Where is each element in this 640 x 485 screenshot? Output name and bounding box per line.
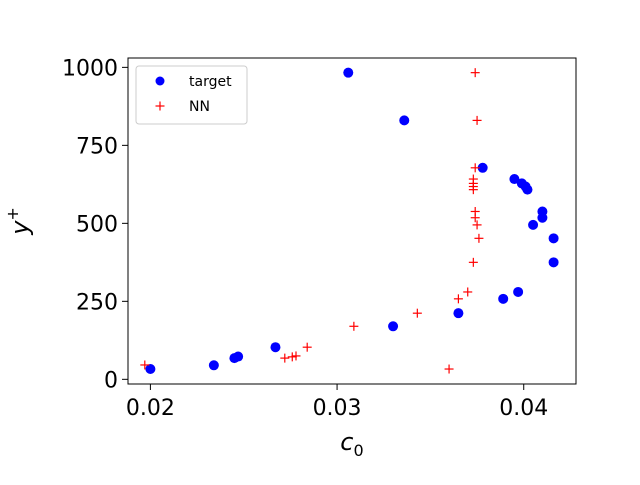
target-point (399, 115, 410, 126)
legend-target-label: target (189, 74, 232, 90)
y-tick-label: 1000 (62, 56, 118, 81)
target-point (477, 162, 488, 173)
nn-point (472, 115, 482, 125)
x-tick-label: 0.03 (313, 396, 362, 421)
x-tick-label: 0.02 (126, 396, 175, 421)
y-tick-label: 750 (76, 134, 118, 159)
nn-point (444, 364, 454, 374)
y-axis-label-superscript: + (3, 207, 22, 220)
series-target (145, 67, 559, 375)
target-point (537, 212, 548, 223)
target-point (270, 342, 281, 353)
x-axis-label-base: c (340, 428, 353, 456)
y-axis-label: y+ (3, 207, 34, 236)
nn-point (470, 68, 480, 78)
nn-point (453, 294, 463, 304)
nn-point (302, 342, 312, 352)
nn-point (468, 257, 478, 267)
legend-target-marker (155, 76, 165, 86)
y-tick-label: 250 (76, 290, 118, 315)
nn-point (280, 353, 290, 363)
target-point (343, 67, 354, 78)
target-point (548, 257, 559, 268)
nn-point (470, 163, 480, 173)
legend-nn-marker (155, 101, 165, 111)
target-point (453, 308, 464, 319)
nn-point (474, 233, 484, 243)
target-point (509, 174, 520, 185)
legend-nn-label: NN (189, 99, 210, 115)
plot-area (140, 67, 559, 375)
y-tick-label: 0 (104, 368, 118, 393)
nn-point (291, 351, 301, 361)
x-tick-label: 0.04 (499, 396, 548, 421)
x-axis-label-subscript: 0 (354, 441, 364, 460)
nn-point (140, 360, 150, 370)
plot-frame (127, 57, 577, 385)
target-point (388, 321, 399, 332)
nn-point (412, 308, 422, 318)
x-axis-label: c0 (340, 428, 363, 460)
nn-point (472, 220, 482, 230)
nn-point (349, 321, 359, 331)
target-point (548, 233, 559, 244)
y-axis-label-base: y (6, 220, 34, 236)
nn-point (468, 185, 478, 195)
nn-point (463, 287, 473, 297)
y-tick-label: 500 (76, 212, 118, 237)
target-point (528, 219, 539, 230)
target-point (498, 293, 509, 304)
target-point (208, 360, 219, 371)
legend: target NN (135, 65, 248, 125)
nn-point (287, 352, 297, 362)
nn-point (470, 213, 480, 223)
y-axis: 0 250 500 750 1000 (62, 56, 128, 393)
series-nn (140, 68, 484, 374)
target-point (145, 364, 156, 375)
x-axis: 0.02 0.03 0.04 (126, 384, 548, 421)
target-point (513, 286, 524, 297)
target-point (233, 351, 244, 362)
target-point (522, 184, 533, 195)
